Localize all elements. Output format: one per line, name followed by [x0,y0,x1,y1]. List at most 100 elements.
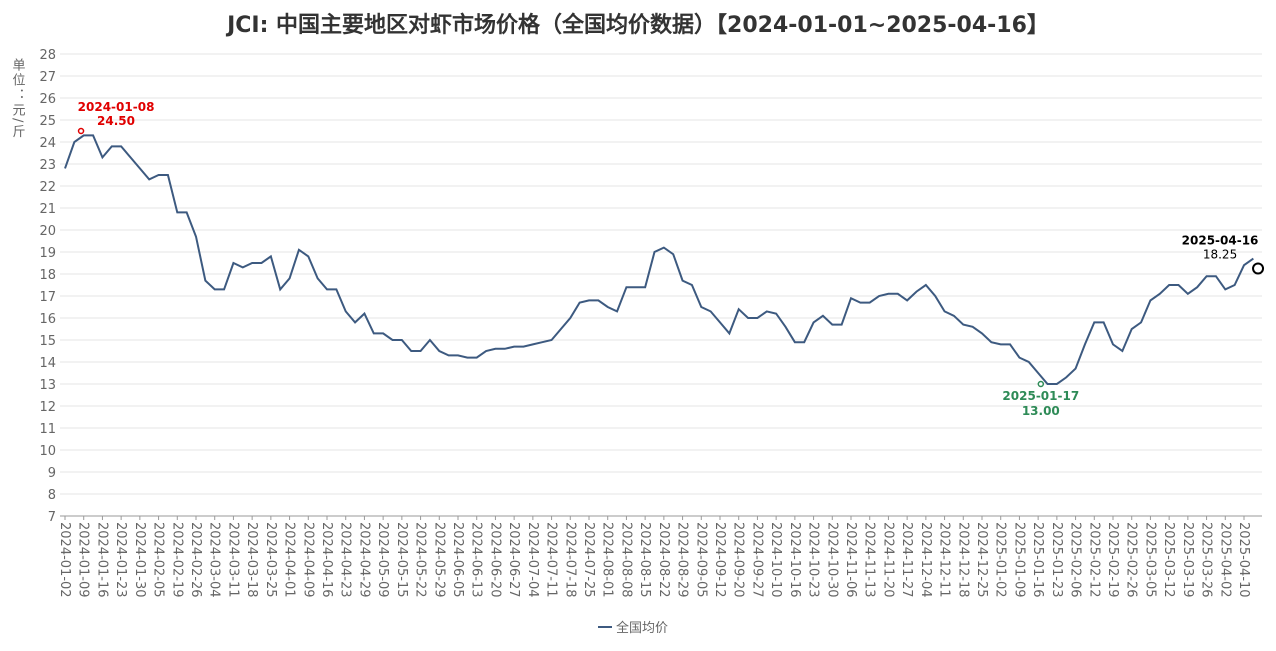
x-tick-label: 2025-02-12 [1086,522,1101,598]
x-tick-label: 2025-02-19 [1105,522,1120,598]
x-tick-label: 2024-08-08 [618,522,633,598]
annotation-value: 13.00 [1022,404,1060,418]
y-tick-label: 7 [48,510,56,525]
x-tick-label: 2025-03-26 [1199,522,1214,598]
x-tick-label: 2025-01-02 [993,522,1008,598]
x-tick-label: 2024-11-13 [862,522,877,598]
x-tick-label: 2024-04-29 [356,522,371,598]
x-tick-label: 2024-12-11 [937,522,952,598]
x-tick-label: 2024-01-30 [132,522,147,598]
y-tick-label: 24 [39,136,56,151]
x-tick-label: 2024-08-22 [656,522,671,598]
x-tick-label: 2024-02-05 [151,522,166,598]
x-tick-label: 2024-11-27 [899,522,914,598]
x-tick-label: 2024-05-22 [413,522,428,598]
x-tick-label: 2024-12-18 [955,522,970,598]
x-tick-label: 2024-07-11 [544,522,559,598]
y-tick-label: 12 [39,400,56,415]
x-tick-label: 2024-05-29 [431,522,446,598]
x-tick-label: 2025-01-23 [1049,522,1064,598]
y-tick-label: 27 [39,70,56,85]
x-tick-label: 2024-10-30 [824,522,839,598]
chart-title: JCI: 中国主要地区对虾市场价格（全国均价数据）【2024-01-01~202… [225,12,1049,38]
x-tick-label: 2025-02-26 [1124,522,1139,598]
x-tick-label: 2024-03-04 [207,522,222,598]
x-tick-label: 2024-09-05 [693,522,708,598]
y-tick-label: 19 [39,246,56,261]
x-tick-label: 2024-03-11 [225,522,240,598]
y-tick-label: 20 [39,224,56,239]
y-tick-label: 18 [39,268,56,283]
x-tick-label: 2024-09-27 [749,522,764,598]
y-tick-label: 22 [39,180,56,195]
legend-label: 全国均价 [616,620,668,636]
x-tick-label: 2025-01-09 [1011,522,1026,598]
x-tick-label: 2024-11-20 [880,522,895,598]
x-tick-label: 2024-06-05 [450,522,465,598]
x-tick-label: 2024-05-15 [394,522,409,598]
x-tick-label: 2024-01-02 [57,522,72,598]
y-tick-label: 8 [48,488,56,503]
series-line [64,134,1254,385]
x-tick-label: 2025-04-10 [1236,522,1251,598]
x-tick-label: 2024-01-09 [76,522,91,598]
x-tick-label: 2024-05-09 [375,522,390,598]
x-tick-label: 2024-12-04 [918,522,933,598]
x-tick-label: 2024-12-25 [974,522,989,598]
x-tick-label: 2024-10-23 [806,522,821,598]
x-tick-label: 2024-03-25 [263,522,278,598]
x-tick-label: 2024-06-13 [469,522,484,598]
x-tick-label: 2024-07-04 [525,522,540,598]
annotation-date: 2025-01-17 [1002,389,1079,403]
y-tick-label: 16 [39,312,56,327]
x-tick-label: 2024-11-06 [843,522,858,598]
y-tick-label: 15 [39,334,56,349]
x-tick-label: 2024-01-23 [113,522,128,598]
x-tick-label: 2025-01-16 [1030,522,1045,598]
x-tick-label: 2024-09-20 [731,522,746,598]
x-tick-label: 2025-03-05 [1142,522,1157,598]
x-tick-label: 2024-04-01 [282,522,297,598]
y-tick-label: 21 [39,202,56,217]
y-tick-label: 13 [39,378,56,393]
y-tick-label: 23 [39,158,56,173]
y-tick-label: 14 [39,356,56,371]
x-tick-label: 2025-03-12 [1161,522,1176,598]
x-tick-label: 2025-02-06 [1068,522,1083,598]
x-tick-label: 2024-06-27 [506,522,521,598]
annotation-point [77,127,85,135]
x-tick-label: 2024-04-16 [319,522,334,598]
x-tick-label: 2024-10-10 [768,522,783,598]
x-tick-label: 2024-10-16 [787,522,802,598]
y-tick-label: 28 [39,48,56,63]
y-axis-label: 单位：元/斤 [10,58,26,139]
y-tick-label: 9 [48,466,56,481]
x-tick-label: 2024-03-18 [244,522,259,598]
annotation-value: 24.50 [97,114,135,128]
x-tick-label: 2024-08-01 [600,522,615,598]
x-tick-label: 2024-04-09 [300,522,315,598]
y-tick-label: 25 [39,114,56,129]
annotation-date: 2024-01-08 [78,100,155,114]
annotation-value: 18.25 [1203,248,1237,262]
x-tick-label: 2024-06-20 [487,522,502,598]
y-tick-label: 11 [39,422,56,437]
x-tick-label: 2024-08-15 [637,522,652,598]
x-tick-label: 2025-04-02 [1217,522,1232,598]
x-tick-label: 2024-01-16 [94,522,109,598]
x-tick-label: 2024-04-23 [338,522,353,598]
annotation-point [1037,380,1045,388]
x-tick-label: 2024-09-12 [712,522,727,598]
y-tick-label: 26 [39,92,56,107]
x-tick-label: 2025-03-19 [1180,522,1195,598]
y-tick-label: 17 [39,290,56,305]
x-tick-label: 2024-08-29 [675,522,690,598]
x-tick-label: 2024-02-19 [169,522,184,598]
annotation-point [1252,262,1265,275]
x-tick-label: 2024-07-18 [562,522,577,598]
y-tick-label: 10 [39,444,56,459]
x-tick-label: 2024-07-25 [581,522,596,598]
x-tick-label: 2024-02-26 [188,522,203,598]
annotation-date: 2025-04-16 [1182,234,1259,248]
